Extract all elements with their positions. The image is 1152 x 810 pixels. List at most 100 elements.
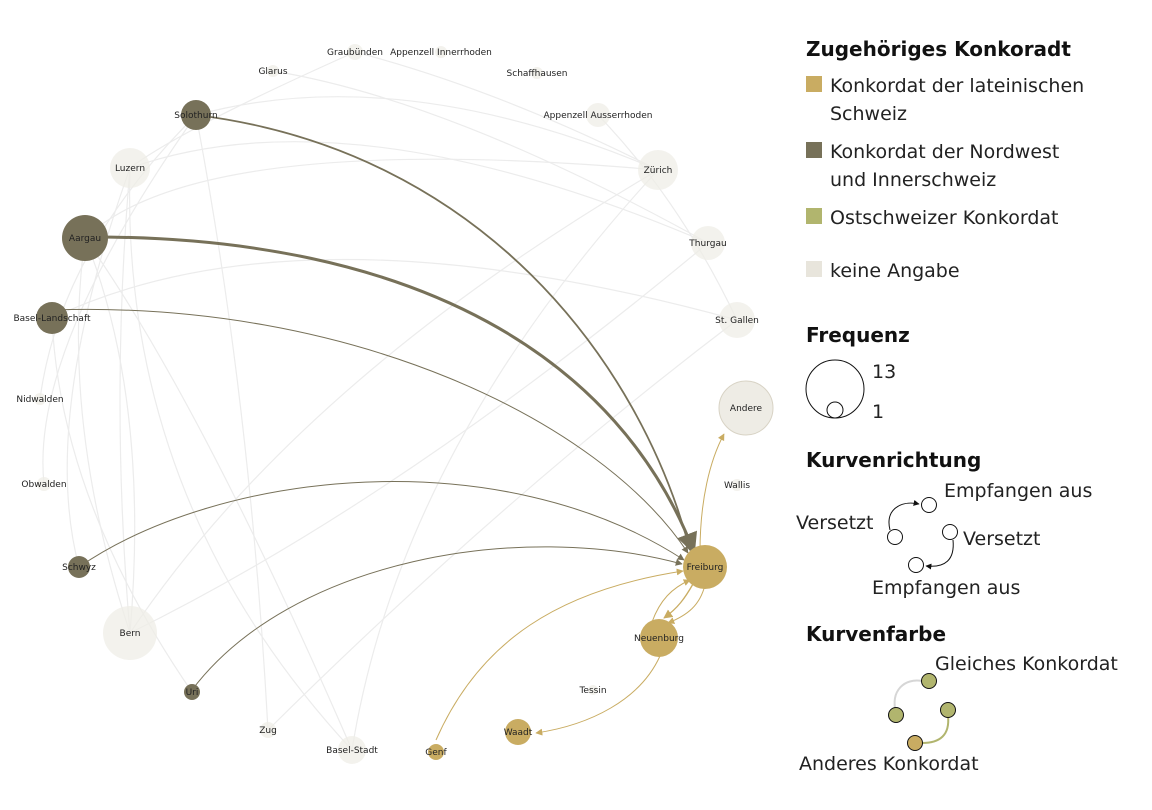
node-label: Neuenburg (634, 634, 684, 644)
node-label: Luzern (115, 164, 145, 174)
direction-node-moved-left (887, 529, 903, 545)
node-neuenburg: Neuenburg (634, 619, 684, 657)
edge-color-node-d (907, 735, 923, 751)
node-circle (683, 545, 727, 589)
bg-edge (195, 96, 659, 171)
node-label: Bern (120, 629, 141, 639)
node-wallis: Wallis (724, 479, 750, 491)
node-circle (184, 684, 200, 700)
node-thurgau: Thurgau (688, 226, 727, 260)
bg-edge (129, 242, 709, 634)
bg-edge (66, 167, 131, 568)
bg-edge (51, 258, 738, 321)
node-label: Zug (259, 726, 277, 736)
node-label: Aargau (69, 234, 101, 244)
node-label: Glarus (258, 67, 287, 77)
node-circle (638, 150, 678, 190)
node-aargau: Aargau (62, 215, 108, 261)
nodes-layer: Graubünden Appenzell Innerrhoden Schaffhau… (13, 44, 774, 764)
edge-color-node-c (940, 702, 956, 718)
node-label: Genf (425, 748, 447, 758)
label-none: keine Angabe (830, 260, 960, 282)
edge-color-node-b (888, 707, 904, 723)
bg-edge (129, 169, 659, 634)
bg-edge (84, 237, 353, 751)
node-circle (718, 380, 774, 436)
node-label: Waadt (504, 728, 533, 738)
node-circle (34, 393, 46, 405)
node-appenzell-ir: Appenzell Innerrhoden (390, 46, 492, 58)
node-luzern: Luzern (110, 148, 150, 188)
bg-edge (195, 114, 269, 731)
edge-aargau-freiburg (84, 235, 697, 554)
node-label: Schaffhausen (507, 69, 568, 79)
node-circle (267, 65, 279, 77)
node-waadt: Waadt (504, 719, 533, 745)
edge-solothurn-freiburg (195, 114, 694, 552)
node-solothurn: Solothurn (174, 100, 218, 130)
legend-concordat: Zugehöriges Konkoradt Konkordat der late… (806, 37, 1084, 282)
swatch-ost (806, 208, 822, 224)
node-zug: Zug (259, 722, 277, 738)
node-appenzell-ar: Appenzell Ausserrhoden (544, 103, 653, 127)
node-circle (731, 479, 743, 491)
node-label: Solothurn (174, 111, 217, 121)
node-label: Appenzell Ausserrhoden (544, 111, 653, 121)
bg-edge (84, 237, 136, 634)
node-st-gallen: St. Gallen (715, 302, 759, 338)
bg-edge (597, 114, 738, 321)
edge-freiburg-neuenburg-a (667, 584, 706, 624)
edge-neuenburg-waadt (535, 655, 661, 736)
node-schaffhausen: Schaffhausen (507, 67, 568, 79)
label-nwi-1: Konkordat der Nordwest (830, 141, 1059, 163)
node-basel-stadt: Basel-Stadt (326, 736, 378, 764)
node-label: Schwyz (62, 563, 96, 573)
node-freiburg: Freiburg (683, 545, 727, 589)
node-circle (719, 302, 755, 338)
legend-frequency: Frequenz 13 1 (805, 323, 910, 423)
edge-basel-landschaft-freiburg (51, 308, 689, 554)
swatch-latin (806, 76, 822, 92)
frequency-min-label: 1 (872, 401, 884, 423)
node-bern: Bern (103, 606, 157, 660)
highlight-edges (51, 114, 725, 741)
frequency-max-label: 13 (872, 361, 896, 383)
direction-node-received-top (921, 497, 937, 513)
node-circle (586, 103, 610, 127)
node-genf: Genf (425, 744, 448, 760)
node-circle (691, 226, 725, 260)
node-label: Basel-Landschaft (13, 314, 90, 324)
direction-label-received-top: Empfangen aus (944, 480, 1092, 502)
bg-edge (42, 114, 197, 485)
node-circle (110, 148, 150, 188)
node-tessin: Tessin (578, 685, 607, 696)
bg-edge (354, 51, 659, 171)
node-label: St. Gallen (715, 316, 759, 326)
node-label: Basel-Stadt (326, 746, 378, 756)
node-circle (37, 477, 51, 491)
node-label: Andere (730, 404, 763, 414)
node-schwyz: Schwyz (62, 556, 96, 578)
label-latin-2: Schweiz (830, 103, 907, 125)
node-nidwalden: Nidwalden (16, 393, 64, 405)
label-latin-1: Konkordat der lateinischen (830, 75, 1084, 97)
direction-label-moved-left: Versetzt (796, 512, 873, 534)
bg-edge (128, 167, 353, 751)
edge-color-node-a (921, 673, 937, 689)
node-label: Graubünden (327, 48, 383, 58)
bg-edge (272, 70, 709, 244)
node-circle (588, 685, 598, 695)
edge-schwyz-freiburg (78, 481, 685, 568)
node-circle (531, 67, 543, 79)
node-label: Appenzell Innerrhoden (390, 48, 492, 58)
node-zuerich: Zürich (638, 150, 678, 190)
color-label-other: Anderes Konkordat (799, 753, 979, 775)
node-label: Freiburg (687, 563, 724, 573)
node-label: Uri (186, 688, 199, 698)
direction-node-received-bottom (908, 557, 924, 573)
node-circle (62, 215, 108, 261)
swatch-none (806, 261, 822, 277)
direction-node-moved-right (942, 524, 958, 540)
edge-freiburg-andere (699, 433, 725, 553)
node-label: Wallis (724, 481, 750, 491)
